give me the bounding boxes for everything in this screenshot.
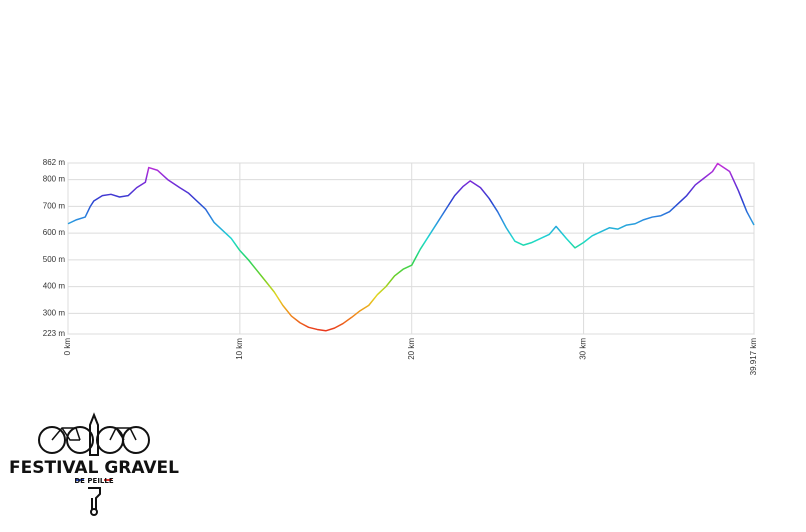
wheel — [38, 426, 66, 454]
bike-frame — [51, 427, 137, 441]
logo-subtitle: DE PEILLE — [74, 477, 113, 485]
x-tick-label: 10 km — [235, 338, 244, 360]
post-base — [90, 508, 98, 516]
x-tick-label: 30 km — [579, 338, 588, 360]
obelisk — [89, 412, 99, 456]
logo-title: FESTIVAL GRAVEL — [9, 458, 179, 478]
x-tick-label: 39.917 km — [749, 338, 758, 376]
wheel — [122, 426, 150, 454]
y-tick-label: 862 m — [43, 158, 66, 167]
wheel — [66, 426, 94, 454]
elevation-line — [67, 162, 755, 332]
y-tick-label: 500 m — [43, 255, 66, 264]
plot-frame — [67, 162, 755, 335]
y-tick-label: 600 m — [43, 228, 66, 237]
y-tick-label: 800 m — [43, 175, 66, 184]
y-tick-label: 300 m — [43, 309, 66, 318]
y-tick-label: 400 m — [43, 282, 66, 291]
y-tick-label: 223 m — [43, 329, 66, 338]
x-tick-label: 0 km — [63, 338, 72, 356]
y-tick-label: 700 m — [43, 201, 66, 210]
post — [88, 487, 101, 510]
x-tick-label: 20 km — [407, 338, 416, 360]
logo: FESTIVAL GRAVEL DE PEILLE — [9, 412, 179, 516]
